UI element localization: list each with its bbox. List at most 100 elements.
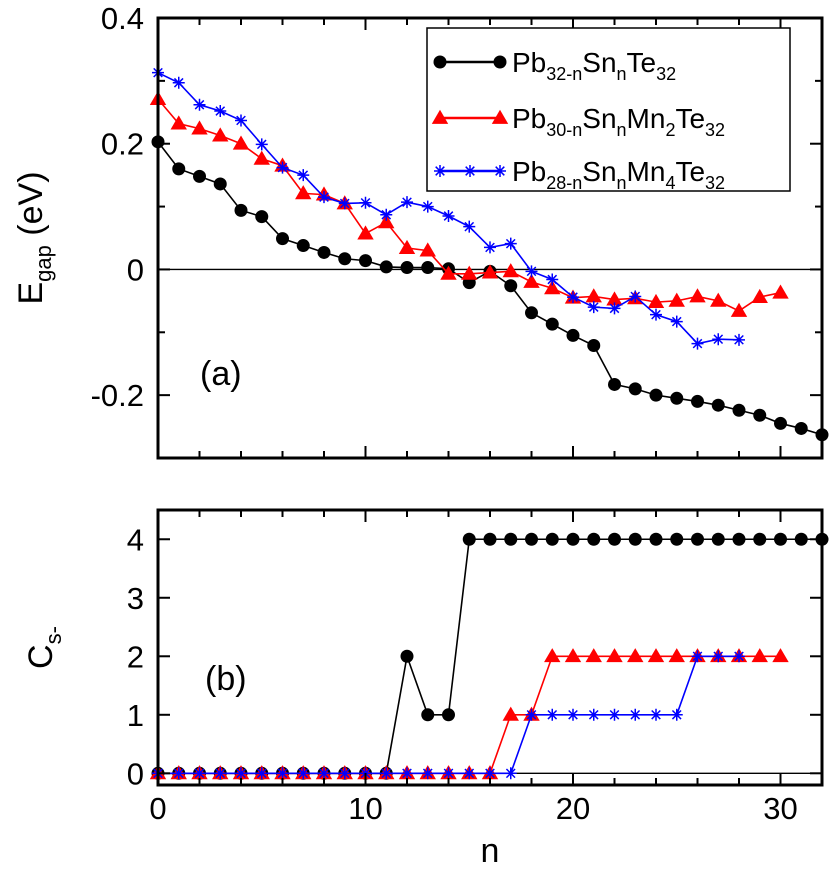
- data-point: [585, 648, 602, 663]
- panel-a-ticks: -0.2 0 0.2 0.4: [91, 1, 823, 458]
- data-point: [191, 120, 208, 135]
- data-point: [276, 232, 289, 246]
- data-point: [608, 377, 621, 391]
- data-point: [172, 76, 185, 89]
- data-point: [401, 767, 413, 780]
- legend-label-part: Sn: [582, 156, 616, 187]
- data-point: [484, 767, 496, 780]
- data-point: [753, 408, 767, 422]
- legend-item: Pb28-nSnnMn4Te32: [434, 156, 725, 193]
- data-point: [691, 394, 704, 408]
- y-tick-label: 0.4: [101, 1, 144, 36]
- data-point: [296, 239, 310, 253]
- y-title-subscript: s-: [41, 626, 66, 644]
- legend-label-part: Te: [675, 156, 705, 187]
- data-point: [711, 398, 725, 412]
- y-tick-label: 0.2: [101, 127, 144, 162]
- legend-label-subscript: n: [617, 120, 627, 140]
- y-title-subscript: gap: [31, 245, 56, 282]
- data-point: [523, 273, 540, 288]
- legend-label-part: Mn: [627, 103, 666, 134]
- data-point: [545, 317, 559, 331]
- data-point: [587, 532, 601, 546]
- data-point: [670, 315, 683, 328]
- data-point: [504, 532, 518, 546]
- data-point: [442, 210, 455, 222]
- data-point: [442, 708, 455, 722]
- legend-label-part: Te: [627, 47, 657, 78]
- data-point: [317, 245, 331, 259]
- series-line: [158, 655, 781, 775]
- legend-label-subscript: 2: [665, 120, 675, 140]
- data-point: [255, 767, 268, 780]
- data-point: [359, 254, 372, 268]
- data-point: [606, 291, 623, 306]
- data-point: [214, 105, 227, 118]
- data-point: [712, 650, 725, 663]
- legend-label-part: Te: [675, 103, 705, 134]
- data-point: [170, 115, 187, 130]
- legend-label-part: Pb: [512, 156, 546, 187]
- legend-label: Pb28-nSnnMn4Te32: [512, 156, 725, 193]
- data-point: [193, 169, 206, 183]
- data-point: [730, 302, 748, 317]
- data-point: [546, 273, 559, 286]
- legend-label-subscript: 4: [665, 173, 675, 193]
- data-point: [193, 767, 206, 780]
- legend: Pb32-nSnnTe32Pb30-nSnnMn2Te32Pb28-nSnnMn…: [426, 27, 791, 193]
- data-point: [710, 292, 727, 307]
- data-point: [431, 109, 449, 124]
- panel-b-label: (b): [205, 660, 247, 698]
- data-point: [433, 55, 447, 69]
- data-point: [525, 265, 538, 278]
- data-point: [587, 338, 601, 352]
- y-tick-label: 0: [127, 252, 144, 287]
- legend-label-part: Sn: [582, 103, 616, 134]
- legend-label-part: Sn: [582, 47, 616, 78]
- legend-label-subscript: 28-n: [546, 173, 582, 193]
- data-point: [502, 706, 519, 721]
- data-point: [214, 767, 227, 780]
- data-point: [606, 648, 623, 663]
- data-point: [567, 708, 579, 721]
- data-point: [650, 708, 662, 721]
- panel-a-label: (a): [200, 355, 242, 393]
- data-point: [564, 648, 582, 663]
- data-point: [421, 708, 435, 722]
- x-axis-title: n: [481, 832, 500, 870]
- data-point: [691, 650, 704, 663]
- data-point: [378, 214, 395, 229]
- data-point: [649, 388, 663, 402]
- data-point: [442, 767, 455, 780]
- data-point: [525, 306, 538, 320]
- legend-label-subscript: 30-n: [546, 120, 582, 140]
- data-point: [380, 767, 393, 780]
- data-point: [400, 649, 414, 663]
- data-point: [567, 291, 579, 304]
- data-point: [295, 185, 312, 200]
- y-title-main: E: [12, 282, 50, 305]
- data-point: [772, 648, 789, 663]
- panel-b-ticks: 0 10 20 30 0 1 2 3 4: [127, 510, 823, 826]
- legend-item: Pb30-nSnnMn2Te32: [431, 103, 725, 140]
- data-point: [338, 767, 351, 780]
- data-point: [504, 767, 517, 780]
- data-point: [691, 532, 704, 546]
- data-point: [587, 708, 600, 721]
- data-point: [318, 191, 330, 204]
- data-point: [566, 328, 580, 342]
- data-point: [647, 293, 665, 309]
- legend-label-part: Pb: [512, 47, 546, 78]
- data-point: [421, 200, 434, 213]
- data-point: [670, 708, 683, 721]
- data-point: [732, 532, 746, 546]
- data-point: [172, 767, 185, 780]
- data-point: [398, 239, 416, 254]
- legend-label-part: Mn: [627, 156, 666, 187]
- data-point: [253, 150, 270, 165]
- data-point: [276, 161, 289, 174]
- panel-a-energy-gap: -0.200.20.4 (a) Egap (eV) Pb32-nSnnTe32P…: [12, 1, 829, 460]
- panel-b-count: 0 10 20 30 0 1 2 3 4 (b) Cs- n: [22, 508, 829, 870]
- data-point: [774, 532, 787, 546]
